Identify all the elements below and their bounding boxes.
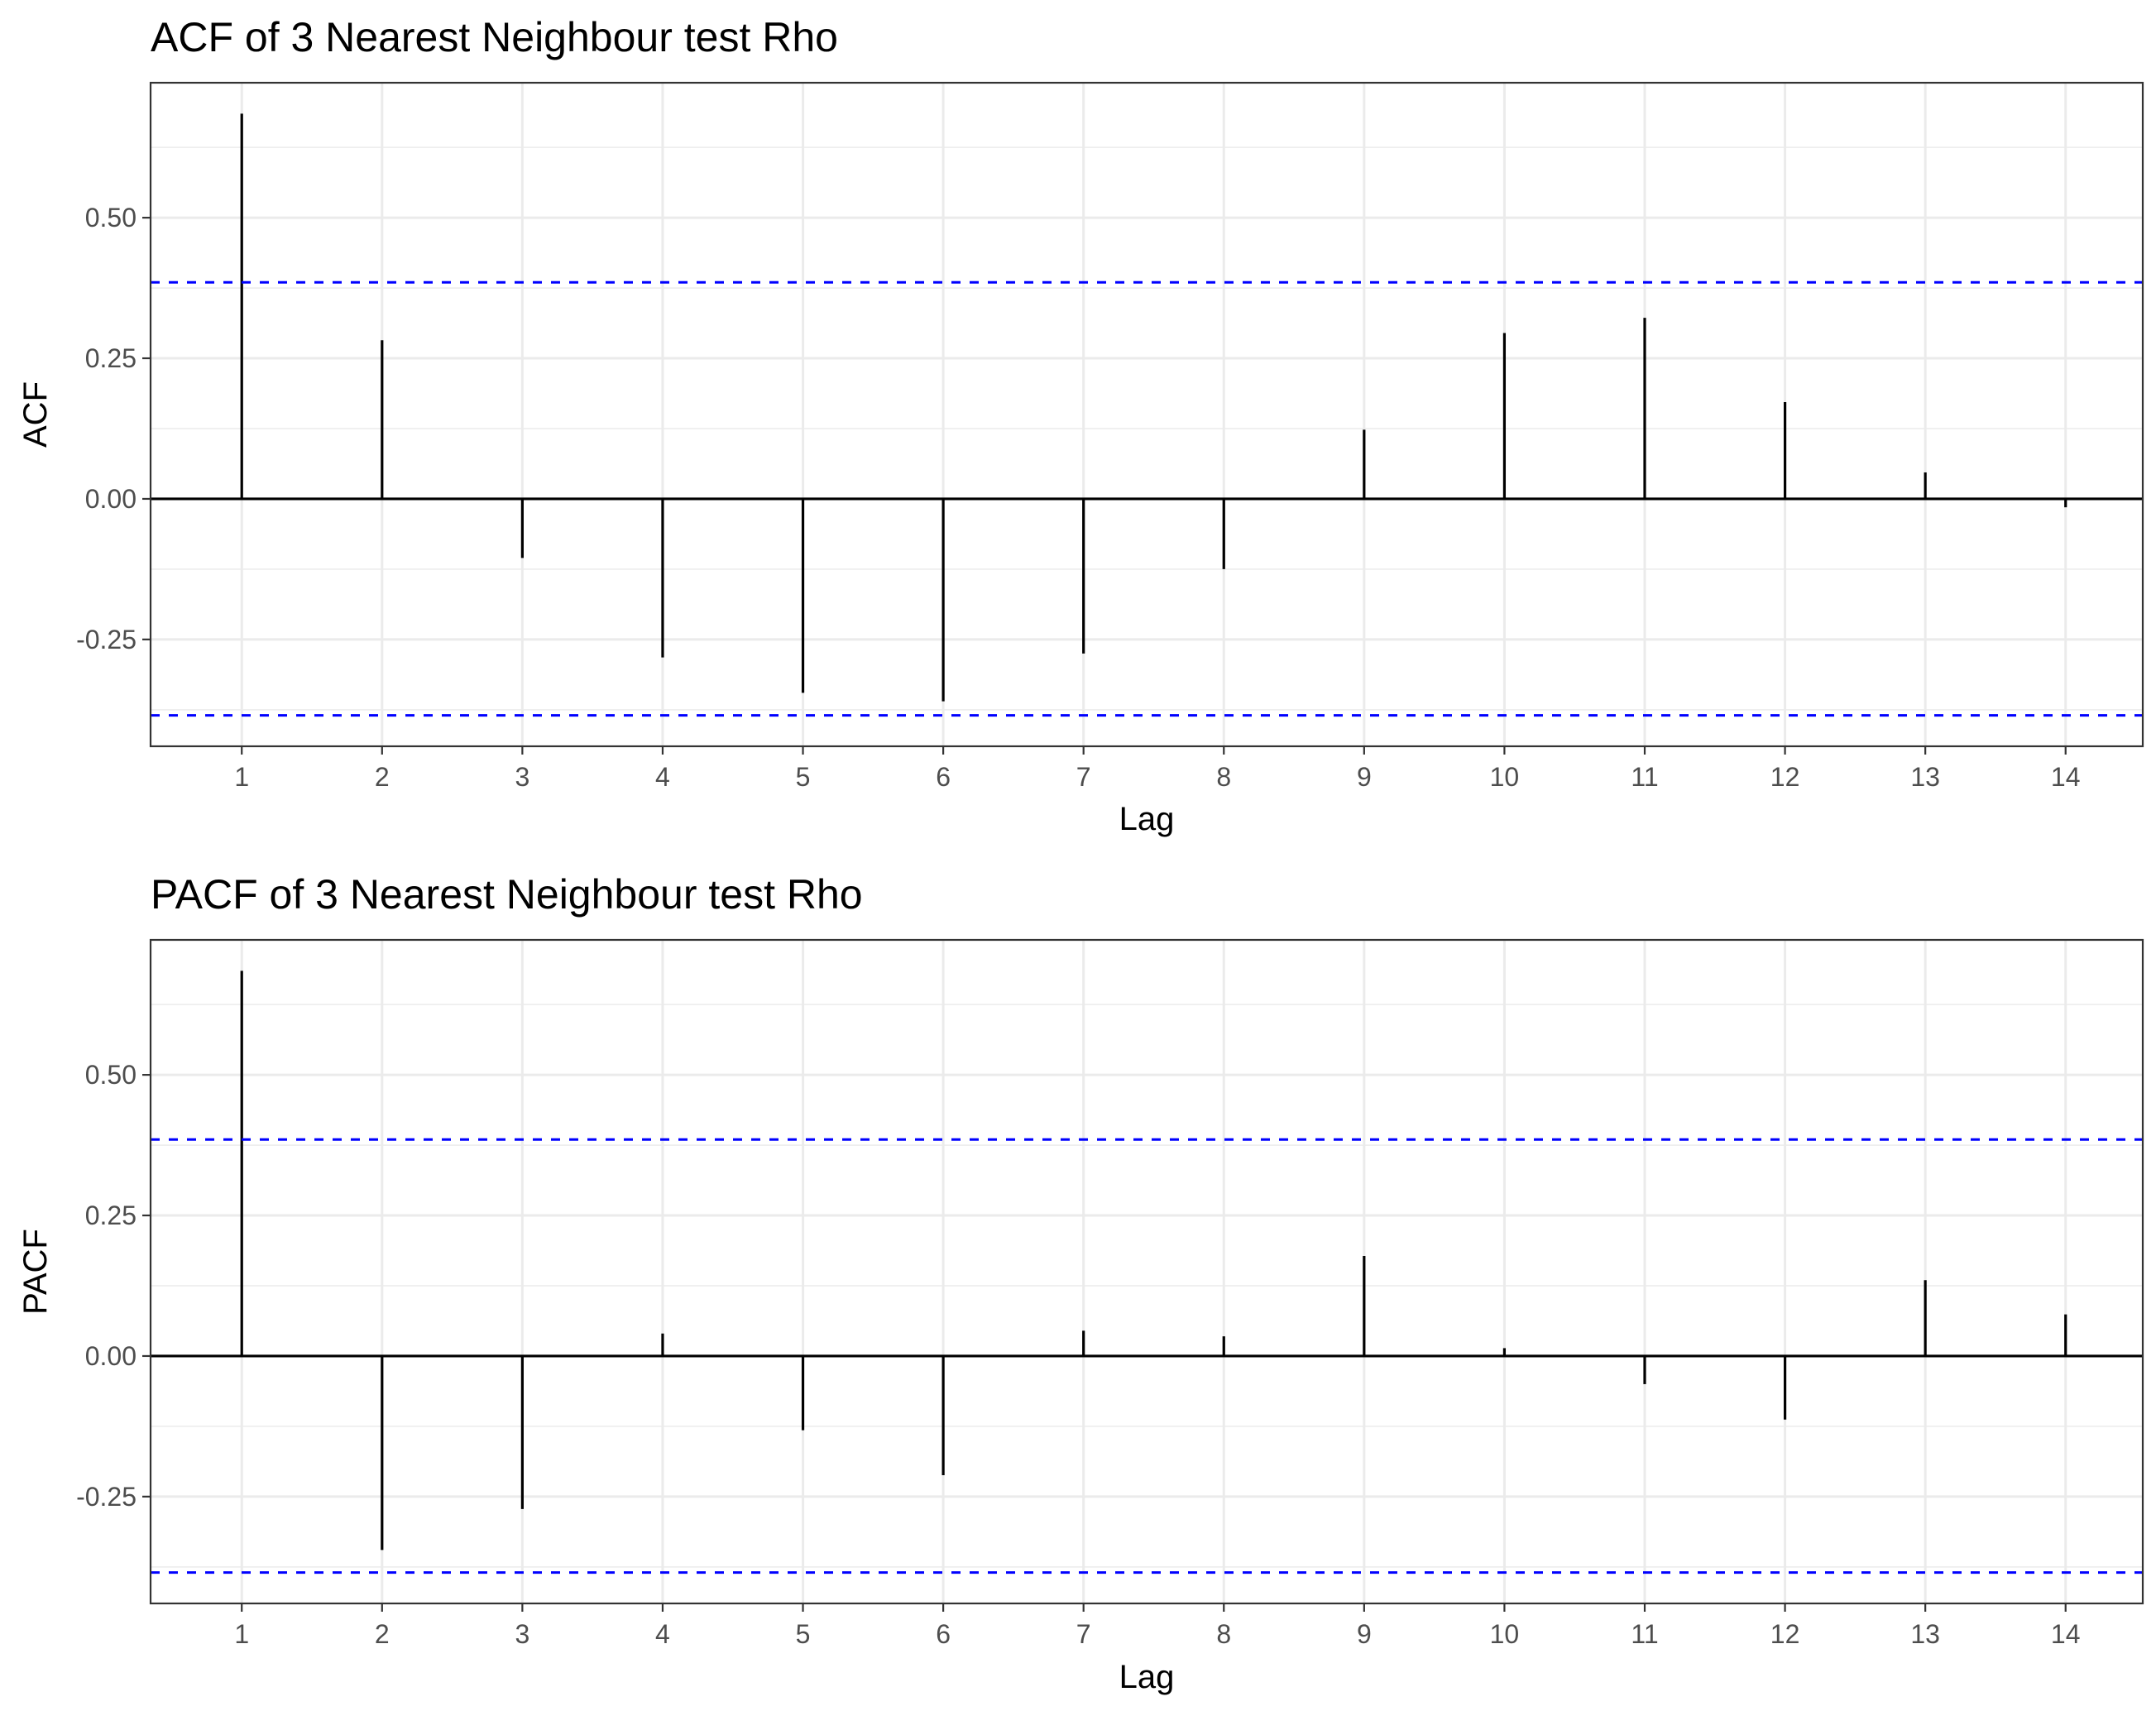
pacf-axis-ticks: -0.250.000.250.501 2 3 4 5 6 7 8 9 10 11 12 13 14 bbox=[76, 1060, 2080, 1649]
acf-y-axis-title: ACF bbox=[17, 381, 54, 448]
pacf-y-tick-label: 0.50 bbox=[85, 1060, 137, 1090]
acf-x-tick-label: 3 bbox=[515, 762, 529, 792]
acf-x-tick-label: 5 bbox=[796, 762, 811, 792]
pacf-x-tick-label: 7 bbox=[1076, 1619, 1091, 1649]
acf-x-tick-label: 4 bbox=[655, 762, 670, 792]
acf-y-tick-label: 0.25 bbox=[85, 343, 137, 373]
acf-x-tick-label: 6 bbox=[936, 762, 951, 792]
pacf-x-tick-label: 9 bbox=[1357, 1619, 1372, 1649]
pacf-y-axis-title: PACF bbox=[17, 1229, 54, 1315]
pacf-bars bbox=[151, 971, 2143, 1574]
pacf-x-tick-label: 11 bbox=[1631, 1619, 1658, 1649]
acf-x-axis-title: Lag bbox=[1119, 801, 1175, 837]
pacf-x-tick-label: 10 bbox=[1490, 1619, 1520, 1649]
acf-x-tick-label: 8 bbox=[1216, 762, 1231, 792]
acf-x-tick-label: 7 bbox=[1076, 762, 1091, 792]
acf-x-tick-label: 10 bbox=[1490, 762, 1520, 792]
acf-x-tick-label: 12 bbox=[1770, 762, 1800, 792]
acf-x-tick-label: 9 bbox=[1357, 762, 1372, 792]
pacf-x-tick-label: 4 bbox=[655, 1619, 670, 1649]
acf-chart-title: ACF of 3 Nearest Neighbour test Rho bbox=[151, 14, 838, 60]
pacf-panel: PACF of 3 Nearest Neighbour test Rho -0.… bbox=[17, 871, 2144, 1695]
acf-x-tick-label: 13 bbox=[1910, 762, 1940, 792]
acf-y-tick-label: 0.00 bbox=[85, 484, 137, 514]
pacf-x-axis-title: Lag bbox=[1119, 1659, 1175, 1695]
pacf-x-tick-label: 13 bbox=[1910, 1619, 1940, 1649]
acf-x-tick-label: 11 bbox=[1631, 762, 1658, 792]
acf-x-tick-label: 1 bbox=[234, 762, 249, 792]
acf-x-tick-label: 14 bbox=[2051, 762, 2081, 792]
acf-panel-border bbox=[149, 81, 2144, 748]
pacf-x-tick-label: 2 bbox=[375, 1619, 390, 1649]
pacf-x-tick-label: 5 bbox=[796, 1619, 811, 1649]
acf-y-tick-label: 0.50 bbox=[85, 203, 137, 232]
pacf-x-tick-label: 12 bbox=[1770, 1619, 1800, 1649]
pacf-x-tick-label: 6 bbox=[936, 1619, 951, 1649]
pacf-panel-border bbox=[149, 938, 2144, 1605]
pacf-x-tick-label: 8 bbox=[1216, 1619, 1231, 1649]
acf-axis-ticks: -0.250.000.250.501 2 3 4 5 6 7 8 9 10 11 12 13 14 bbox=[76, 203, 2080, 792]
pacf-y-tick-label: 0.00 bbox=[85, 1341, 137, 1371]
pacf-x-tick-label: 14 bbox=[2051, 1619, 2081, 1649]
acf-y-tick-label: -0.25 bbox=[76, 625, 137, 654]
acf-panel: ACF of 3 Nearest Neighbour test Rho -0.2… bbox=[17, 14, 2144, 837]
pacf-y-tick-label: 0.25 bbox=[85, 1201, 137, 1230]
pacf-x-tick-label: 1 bbox=[234, 1619, 249, 1649]
pacf-x-tick-label: 3 bbox=[515, 1619, 529, 1649]
acf-bars bbox=[151, 113, 2143, 717]
acf-x-tick-label: 2 bbox=[375, 762, 390, 792]
pacf-chart-title: PACF of 3 Nearest Neighbour test Rho bbox=[151, 871, 863, 918]
pacf-y-tick-label: -0.25 bbox=[76, 1482, 137, 1512]
